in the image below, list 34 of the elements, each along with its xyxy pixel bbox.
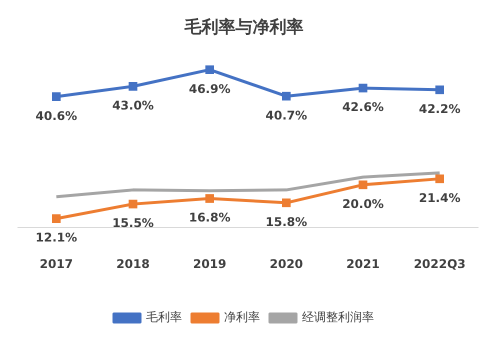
data-label: 46.9% xyxy=(188,82,230,96)
chart-title: 毛利率与净利率 xyxy=(184,18,304,38)
legend-label: 毛利率 xyxy=(146,310,182,324)
point xyxy=(52,214,61,223)
data-label: 21.4% xyxy=(418,190,460,205)
point xyxy=(435,85,444,94)
data-label: 42.6% xyxy=(342,100,384,114)
data-label: 16.8% xyxy=(188,210,230,225)
point xyxy=(128,200,138,208)
data-label: 12.1% xyxy=(36,230,78,245)
point xyxy=(282,92,291,101)
x-tick-label: 2021 xyxy=(346,256,380,271)
data-label: 15.5% xyxy=(112,216,154,230)
point xyxy=(205,194,214,203)
point xyxy=(358,180,368,190)
data-label: 40.6% xyxy=(36,108,78,123)
x-tick-label: 2019 xyxy=(192,256,226,271)
x-tick-label: 2018 xyxy=(116,256,150,271)
data-label: 15.8% xyxy=(266,214,308,229)
x-tick-label: 2020 xyxy=(270,256,304,271)
legend-label: 经调整利润率 xyxy=(302,310,374,324)
point xyxy=(358,84,368,92)
data-label: 42.2% xyxy=(418,102,460,116)
point xyxy=(52,92,61,101)
data-label: 43.0% xyxy=(112,98,154,112)
data-label: 20.0% xyxy=(342,196,384,211)
point xyxy=(435,174,444,184)
legend-label: 净利率 xyxy=(224,310,260,324)
point xyxy=(282,198,291,208)
x-tick-label: 2017 xyxy=(40,256,74,271)
point xyxy=(128,82,138,91)
x-tick-label: 2022Q3 xyxy=(414,256,466,271)
point xyxy=(205,65,214,74)
data-label: 40.7% xyxy=(266,108,308,122)
